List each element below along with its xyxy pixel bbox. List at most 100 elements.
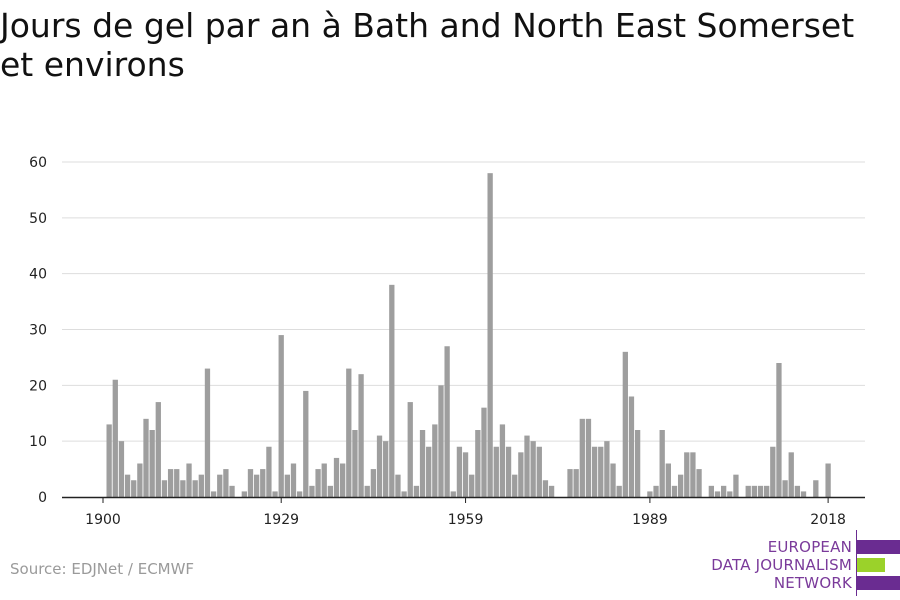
bar-2011: [782, 480, 788, 497]
bar-1994: [677, 474, 684, 497]
bar-1962: [481, 407, 487, 497]
gridlines: [62, 161, 865, 442]
bar-1986: [628, 396, 635, 497]
bar-2006: [751, 485, 758, 497]
bar-1983: [610, 463, 616, 497]
bar-2002: [727, 491, 733, 497]
bar-1918: [210, 491, 217, 497]
bar-1980: [591, 446, 598, 497]
bar-1961: [475, 430, 481, 497]
bar-1989: [647, 491, 653, 497]
bar-1951: [413, 485, 420, 497]
bar-1967: [512, 474, 518, 497]
bar-1919: [217, 474, 223, 497]
bar-2013: [794, 485, 801, 497]
bar-1903: [118, 441, 125, 497]
bar-1926: [260, 469, 266, 497]
bar-1985: [622, 351, 628, 497]
bar-1958: [456, 446, 463, 497]
bar-1955: [438, 385, 444, 497]
y-tick-label-50: 50: [29, 211, 47, 227]
bar-1971: [536, 446, 542, 497]
bar-1945: [376, 435, 383, 497]
bar-1901: [106, 424, 112, 497]
bar-1949: [401, 491, 407, 497]
bar-1973: [548, 485, 555, 497]
bar-1995: [684, 452, 690, 497]
bar-1902: [112, 379, 118, 497]
bar-1936: [321, 463, 327, 497]
bar-1905: [131, 480, 137, 497]
bar-1929: [278, 335, 284, 497]
chart-title: Jours de gel par an à Bath and North Eas…: [0, 6, 855, 84]
bar-1935: [315, 469, 321, 497]
bar-1925: [253, 474, 260, 497]
bar-1904: [124, 474, 131, 497]
bar-1928: [272, 491, 278, 497]
x-tick-label-1989: 1989: [632, 512, 668, 528]
bar-1924: [247, 469, 254, 497]
bar-2007: [757, 485, 764, 497]
bar-1907: [143, 418, 149, 497]
bar-1984: [616, 485, 622, 497]
y-tick-label-40: 40: [29, 267, 47, 283]
x-tick-label-2018: 2018: [810, 512, 846, 528]
x-tick-label-1929: 1929: [263, 512, 299, 528]
bar-1963: [487, 173, 493, 497]
bar-1956: [444, 346, 450, 497]
bar-2014: [800, 491, 807, 497]
bar-2000: [714, 491, 721, 497]
bar-1931: [290, 463, 297, 497]
bar-1927: [266, 446, 272, 497]
bar-1972: [542, 480, 549, 497]
bar-1976: [567, 469, 573, 497]
bar-2001: [720, 485, 727, 497]
bar-1932: [296, 491, 303, 497]
bar-1982: [604, 441, 610, 497]
bar-1990: [653, 485, 659, 497]
bar-1964: [493, 446, 499, 497]
logo-text-line-1: EUROPEAN: [767, 538, 852, 556]
bar-1999: [708, 485, 715, 497]
bar-1993: [671, 485, 678, 497]
bar-2010: [776, 363, 782, 497]
bar-1906: [137, 463, 143, 497]
edjnet-logo[interactable]: EUROPEAN DATA JOURNALISM NETWORK: [700, 530, 900, 596]
logo-bar-purple-top: [857, 540, 900, 554]
bar-1912: [174, 469, 180, 497]
bar-1923: [241, 491, 247, 497]
bar-2012: [788, 452, 794, 497]
bar-1997: [696, 469, 702, 497]
bar-1957: [450, 491, 456, 497]
bar-1909: [155, 402, 161, 497]
bar-1959: [462, 452, 469, 497]
bar-1953: [426, 446, 432, 497]
x-tick-label-1900: 1900: [85, 512, 121, 528]
bar-2005: [745, 485, 751, 497]
bar-1915: [192, 480, 198, 497]
bar-1969: [524, 435, 530, 497]
y-tick-label-10: 10: [29, 434, 47, 450]
bar-1913: [180, 480, 186, 497]
bars: [106, 173, 831, 497]
bar-1981: [598, 446, 604, 497]
y-tick-label-30: 30: [29, 323, 47, 339]
bar-1947: [389, 284, 395, 497]
bar-1914: [186, 463, 192, 497]
bar-2018: [825, 463, 831, 497]
bar-1992: [665, 463, 671, 497]
bar-1946: [383, 441, 389, 497]
logo-text-line-2: DATA JOURNALISM: [711, 556, 852, 574]
bar-2003: [733, 474, 739, 497]
bar-1911: [167, 469, 174, 497]
bar-1938: [333, 457, 340, 497]
bar-1970: [530, 441, 536, 497]
y-tick-label-0: 0: [38, 490, 47, 506]
x-tick-label-1959: 1959: [448, 512, 484, 528]
bar-1939: [340, 463, 346, 497]
bar-1916: [198, 474, 204, 497]
bar-1908: [149, 430, 155, 497]
bar-2009: [770, 446, 776, 497]
source-note: Source: EDJNet / ECMWF: [10, 560, 195, 578]
